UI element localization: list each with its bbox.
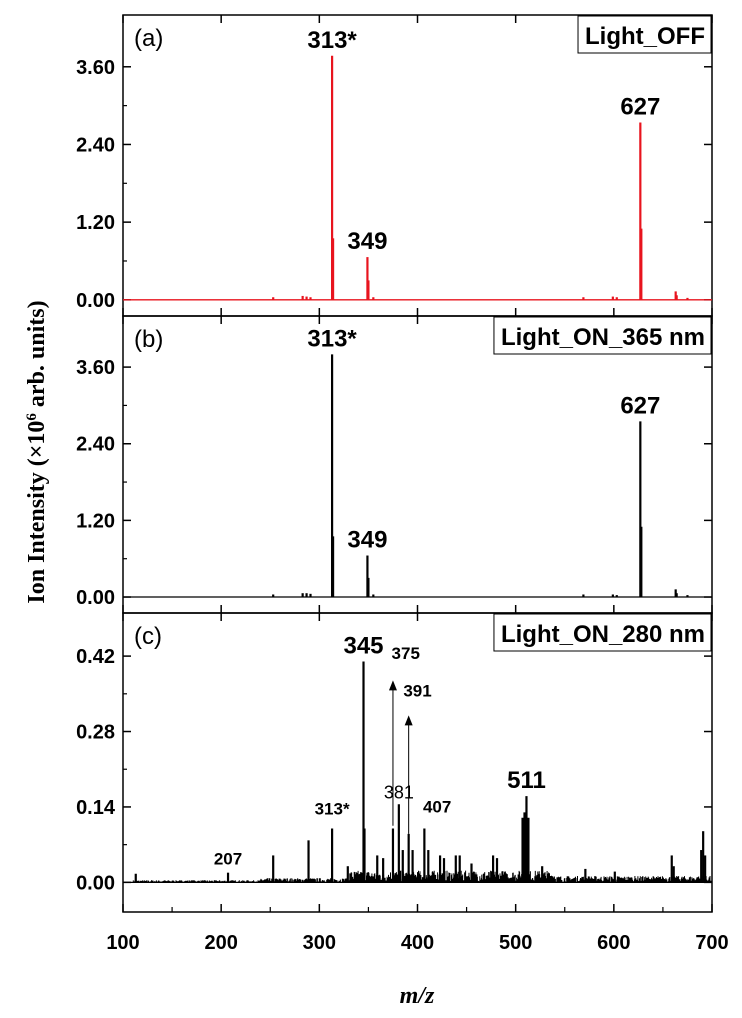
x-tick-label: 400 [401,932,434,954]
y-tick-label: 3.60 [76,357,115,379]
peak-label: 313* [307,27,357,54]
x-tick-label: 700 [695,932,728,954]
y-tick-label: 2.40 [76,134,115,156]
y-axis-title-sup: 6 [24,413,40,421]
y-tick-label: 0.28 [76,722,115,744]
y-tick-label: 0.00 [76,290,115,312]
x-tick-label: 200 [204,932,237,954]
annotation-arrow-head [388,680,397,691]
panel-tag: (a) [134,25,163,52]
legend: Light_OFF [577,15,712,54]
panel-tag: (b) [134,326,163,353]
panel-3: 0.00 0.14 0.28 0.42 207 313* 345 381 407 511 375 39… [76,612,713,913]
peak-label: 313* [307,325,357,352]
peak-label: 627 [620,93,660,120]
panel-frame [122,14,713,317]
y-axis-title: Ion Intensity (×106 arb. units) [24,300,50,603]
x-axis-title: m/z [400,983,435,1009]
panel-2: 0.00 1.20 2.40 3.60 313* 349 627 (b) Light_ON_36… [76,315,713,614]
panel-tag: (c) [134,623,162,650]
panel-1: 0.00 1.20 2.40 3.60 313* 349 627 (a) Light_OFF [76,14,713,317]
peak-label: 511 [507,767,546,794]
x-tick-label: 500 [499,932,532,954]
x-axis: 100 200 300 400 500 600 700 [106,907,729,954]
y-tick-label: 1.20 [76,212,115,234]
peak-label: 391 [403,682,431,701]
peak-label: 375 [392,644,420,663]
y-tick-label: 2.40 [76,434,115,456]
y-tick-label: 0.14 [76,797,116,819]
x-tick-label: 600 [597,932,630,954]
legend: Light_ON_280 nm [493,613,712,652]
panel-frame [122,315,713,614]
peak-label: 345 [343,632,383,659]
peak-label: 207 [214,850,242,869]
peak-label: 349 [347,527,387,554]
legend-label: Light_OFF [585,23,705,50]
peak-label: 349 [347,228,387,255]
y-tick-label: 0.42 [76,646,115,668]
legend-box [493,316,712,355]
legend-label: Light_ON_280 nm [501,621,705,648]
peak-label: 627 [620,392,660,419]
legend: Light_ON_365 nm [493,316,712,355]
peak-label: 407 [423,797,451,816]
y-axis-title-suffix: arb. units) [24,300,50,413]
legend-box [577,15,712,54]
peak-label: 381 [384,782,414,802]
peak-label: 313* [315,799,350,818]
y-tick-label: 0.00 [76,872,115,894]
y-tick-label: 0.00 [76,587,115,609]
spectrum-noise [132,870,712,883]
y-tick-label: 3.60 [76,57,115,79]
legend-label: Light_ON_365 nm [501,324,705,351]
y-axis-title-main: Ion Intensity (×10 [24,421,50,604]
y-tick-label: 1.20 [76,510,115,532]
legend-box [493,613,712,652]
x-tick-label: 100 [106,932,139,954]
annotation-arrow-head [404,715,413,726]
x-tick-label: 300 [303,932,336,954]
